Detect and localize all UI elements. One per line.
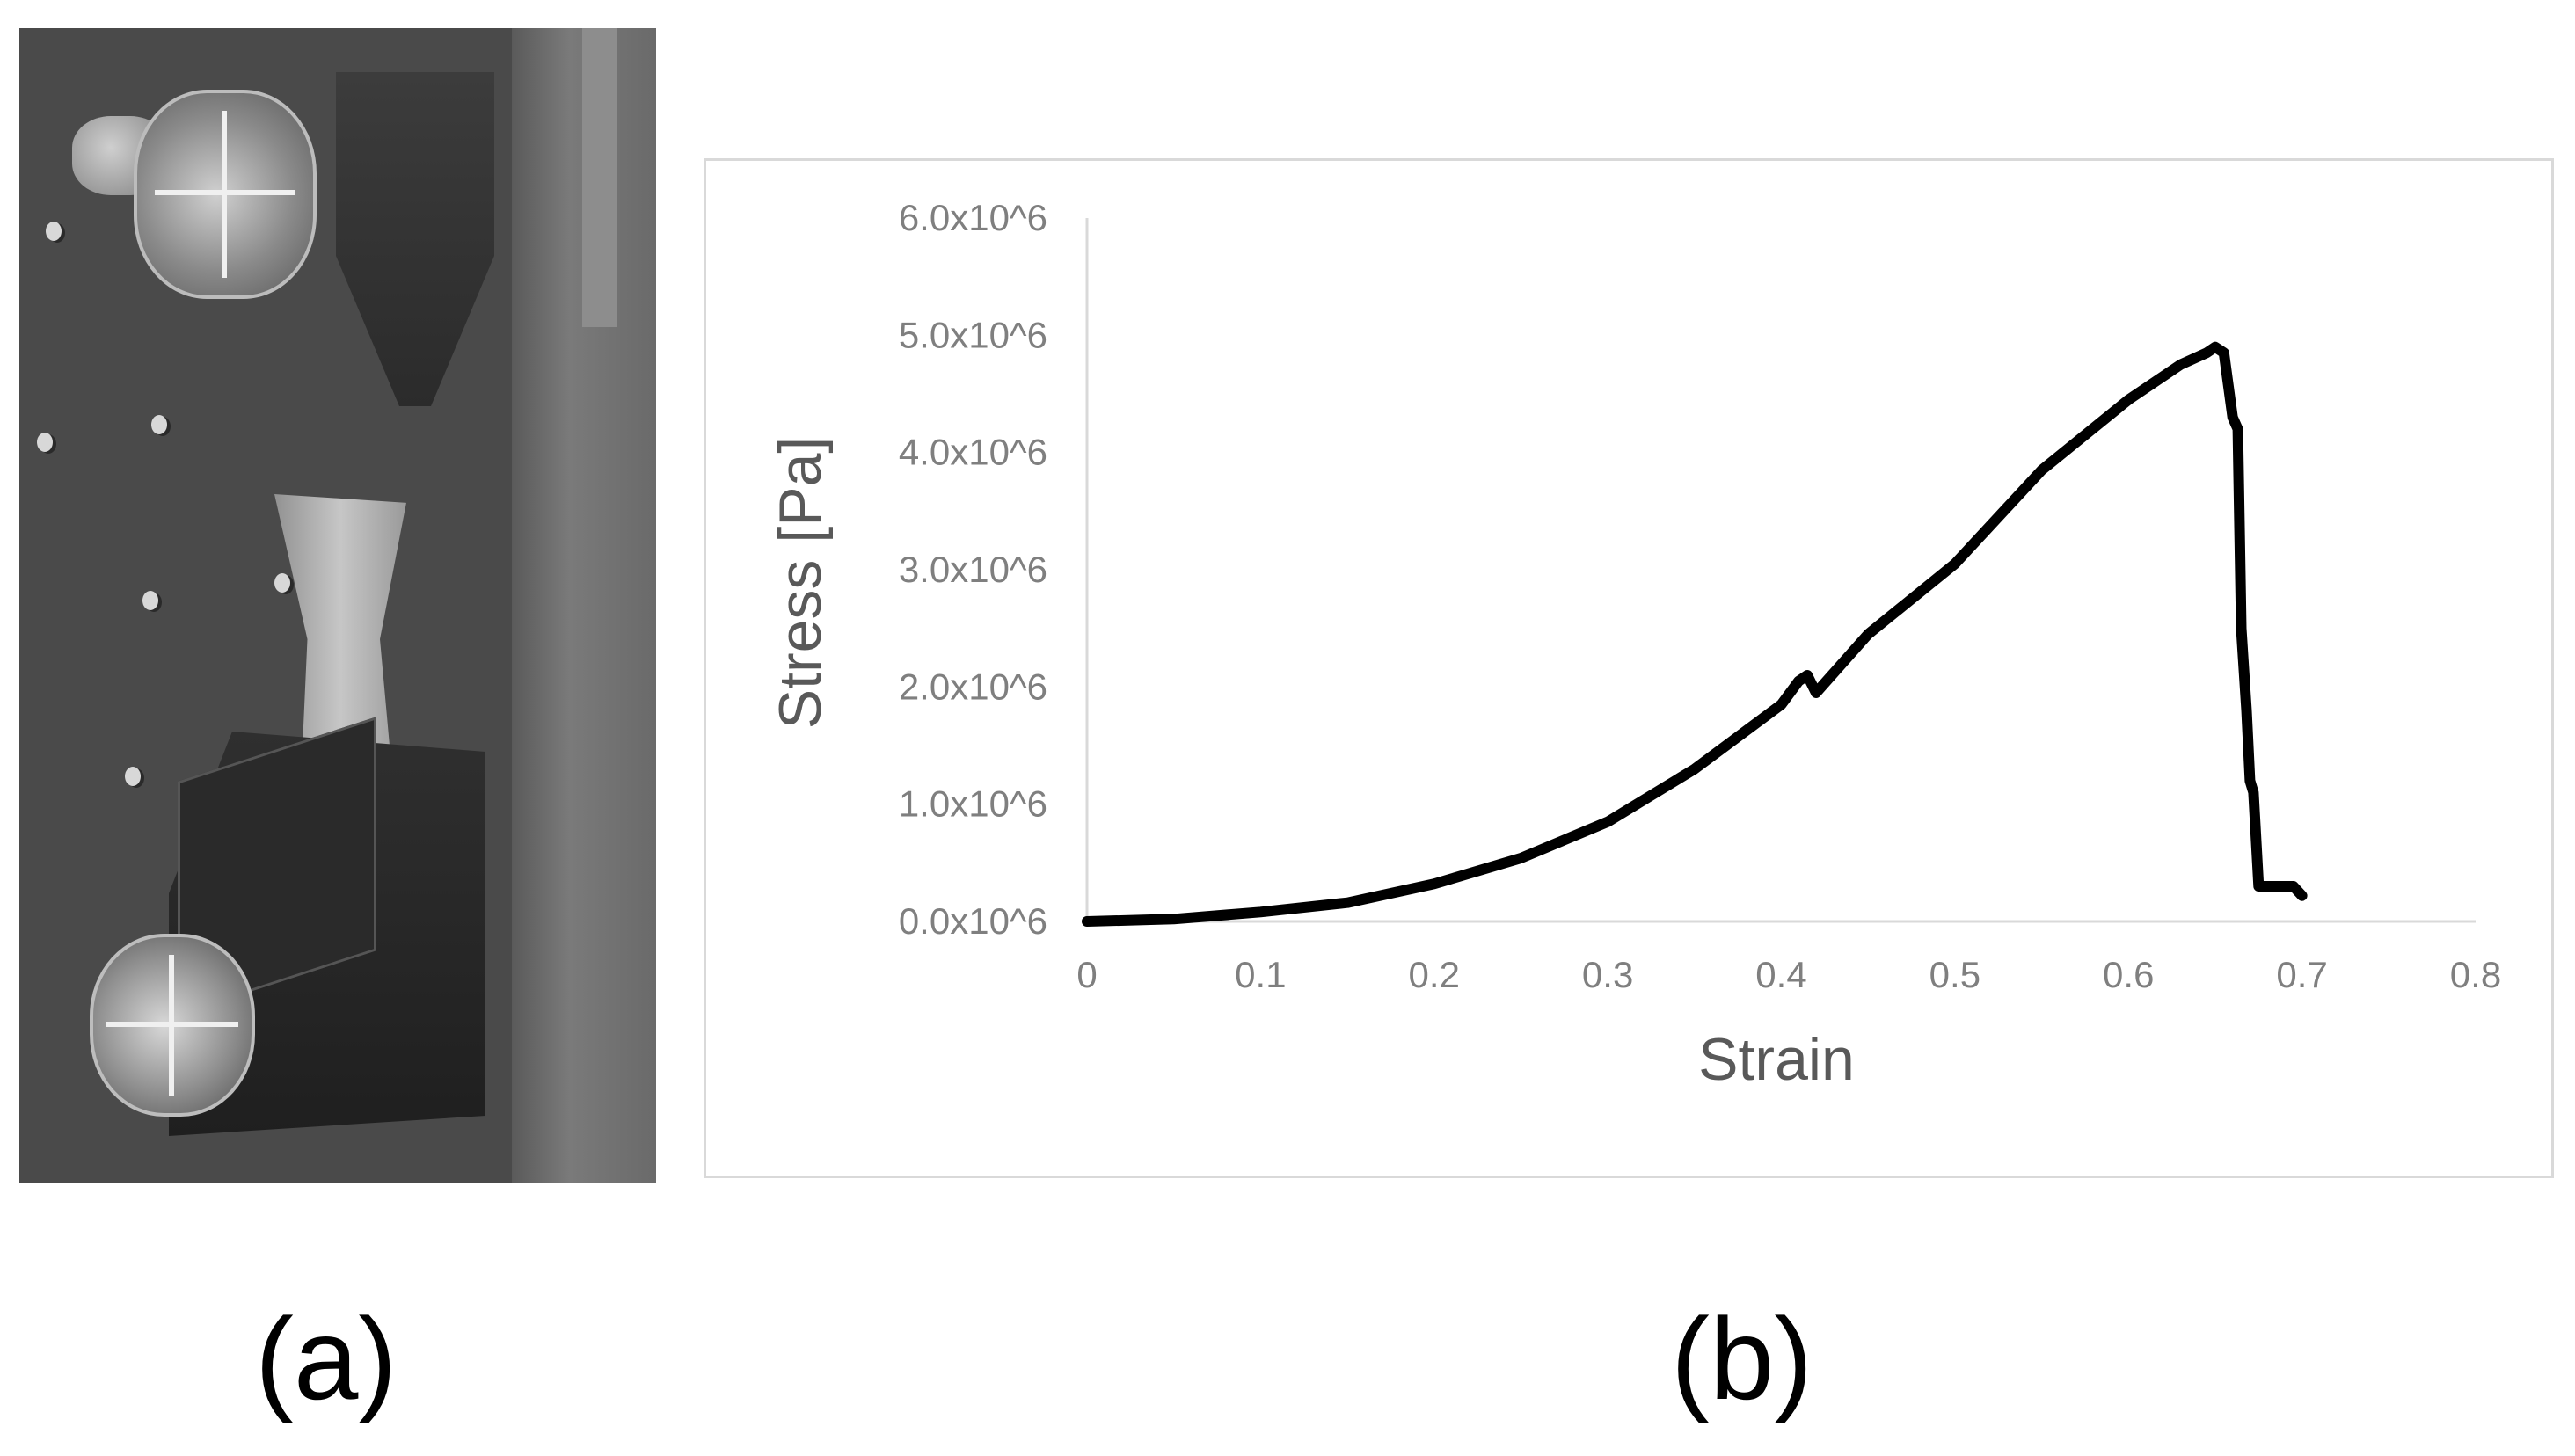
panel-label-a: (a) bbox=[255, 1294, 398, 1423]
upper-knob bbox=[134, 90, 317, 299]
y-axis-title: Stress [Pa] bbox=[767, 437, 834, 730]
x-tick-label: 0.6 bbox=[2103, 954, 2154, 995]
bolt-icon bbox=[125, 767, 141, 786]
stress-strain-line bbox=[1082, 341, 2308, 927]
chart-frame: 0 0.1 0.2 0.3 0.4 0.5 0.6 0.7 0.8 0.0x10^6 1.0x10^… bbox=[704, 158, 2554, 1178]
bolt-icon bbox=[142, 591, 158, 610]
y-tick-label: 4.0x10^6 bbox=[899, 432, 1047, 473]
x-tick-label: 0.7 bbox=[2276, 954, 2327, 995]
y-tick-label: 5.0x10^6 bbox=[899, 314, 1047, 355]
y-tick-label: 3.0x10^6 bbox=[899, 549, 1047, 590]
x-tick-label: 0.3 bbox=[1582, 954, 1633, 995]
upper-grip bbox=[336, 72, 494, 406]
x-tick-label: 0.2 bbox=[1409, 954, 1460, 995]
x-tick-label: 0.5 bbox=[1929, 954, 1980, 995]
x-tick-label: 0.4 bbox=[1755, 954, 1806, 995]
panel-label-b: (b) bbox=[1671, 1294, 1813, 1423]
bolt-icon bbox=[46, 222, 62, 241]
tensile-test-photo bbox=[19, 28, 656, 1183]
series bbox=[1082, 341, 2308, 927]
bolt-icon bbox=[37, 433, 53, 452]
bolt-icon bbox=[274, 573, 290, 593]
y-tick-label: 0.0x10^6 bbox=[899, 900, 1047, 942]
x-axis-title: Strain bbox=[1698, 1026, 1855, 1093]
lower-knob bbox=[90, 934, 255, 1117]
stress-strain-chart: 0 0.1 0.2 0.3 0.4 0.5 0.6 0.7 0.8 0.0x10^6 1.0x10^… bbox=[767, 197, 2501, 1093]
y-tick-label: 1.0x10^6 bbox=[899, 783, 1047, 825]
x-tick-label: 0.1 bbox=[1235, 954, 1286, 995]
frame-rail bbox=[582, 28, 617, 327]
tick-labels: 0 0.1 0.2 0.3 0.4 0.5 0.6 0.7 0.8 0.0x10^6 1.0x10^… bbox=[899, 197, 2501, 995]
y-tick-label: 2.0x10^6 bbox=[899, 666, 1047, 707]
y-tick-label: 6.0x10^6 bbox=[899, 197, 1047, 238]
axes bbox=[1085, 218, 2476, 923]
x-tick-label: 0 bbox=[1076, 954, 1097, 995]
x-tick-label: 0.8 bbox=[2450, 954, 2501, 995]
bolt-icon bbox=[151, 415, 167, 434]
